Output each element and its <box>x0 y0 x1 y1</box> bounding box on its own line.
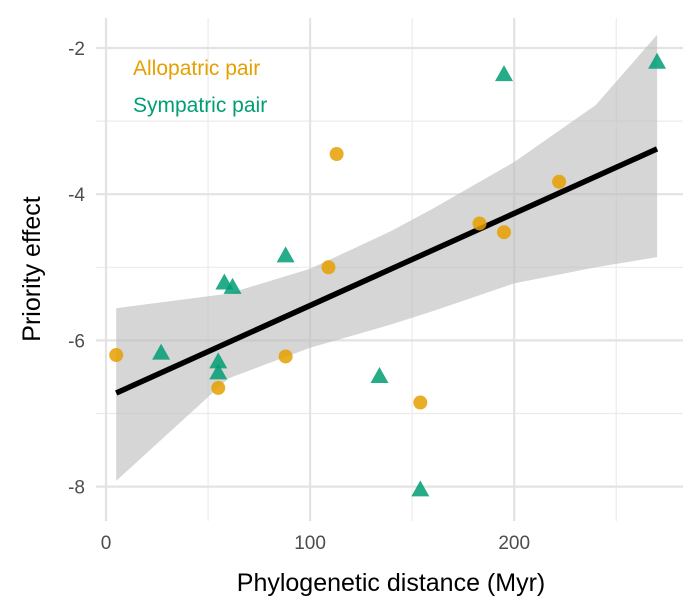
y-axis-title: Priority effect <box>18 196 46 341</box>
sympatric-point <box>370 367 389 384</box>
legend: Allopatric pair Sympatric pair <box>133 57 267 117</box>
y-tick-label: -6 <box>68 331 85 352</box>
allopatric-point <box>321 260 336 275</box>
legend-entry: Sympatric pair <box>133 94 267 117</box>
allopatric-point <box>278 349 293 364</box>
x-tick-label: 200 <box>498 533 530 554</box>
allopatric-point <box>552 174 567 189</box>
data-points-layer <box>109 52 667 497</box>
sympatric-point <box>209 363 228 380</box>
allopatric-point <box>211 380 226 395</box>
allopatric-point <box>472 216 487 231</box>
regression-line <box>115 146 659 396</box>
fit-line-layer <box>115 146 659 396</box>
allopatric-point <box>413 395 428 410</box>
y-tick-label: -4 <box>68 185 85 206</box>
x-tick-labels: 0 100 200 <box>101 533 530 554</box>
allopatric-point <box>496 225 511 240</box>
legend-entry: Allopatric pair <box>133 57 260 80</box>
x-axis-title: Phylogenetic distance (Myr) <box>237 569 545 597</box>
allopatric-point <box>329 146 344 161</box>
y-tick-label: -2 <box>68 39 85 60</box>
sympatric-point <box>648 52 667 69</box>
y-tick-labels: -8 -6 -4 -2 <box>68 39 85 499</box>
sympatric-point <box>411 480 430 497</box>
sympatric-point <box>276 246 295 263</box>
x-tick-label: 100 <box>294 533 326 554</box>
confidence-band-layer <box>116 34 658 481</box>
y-tick-label: -8 <box>68 478 85 499</box>
allopatric-point <box>109 348 124 363</box>
sympatric-point <box>494 65 513 82</box>
sympatric-point <box>152 343 171 360</box>
sympatric-point <box>223 277 242 294</box>
x-tick-label: 0 <box>101 533 112 554</box>
sympatric-point <box>209 352 228 369</box>
confidence-band <box>116 34 658 481</box>
